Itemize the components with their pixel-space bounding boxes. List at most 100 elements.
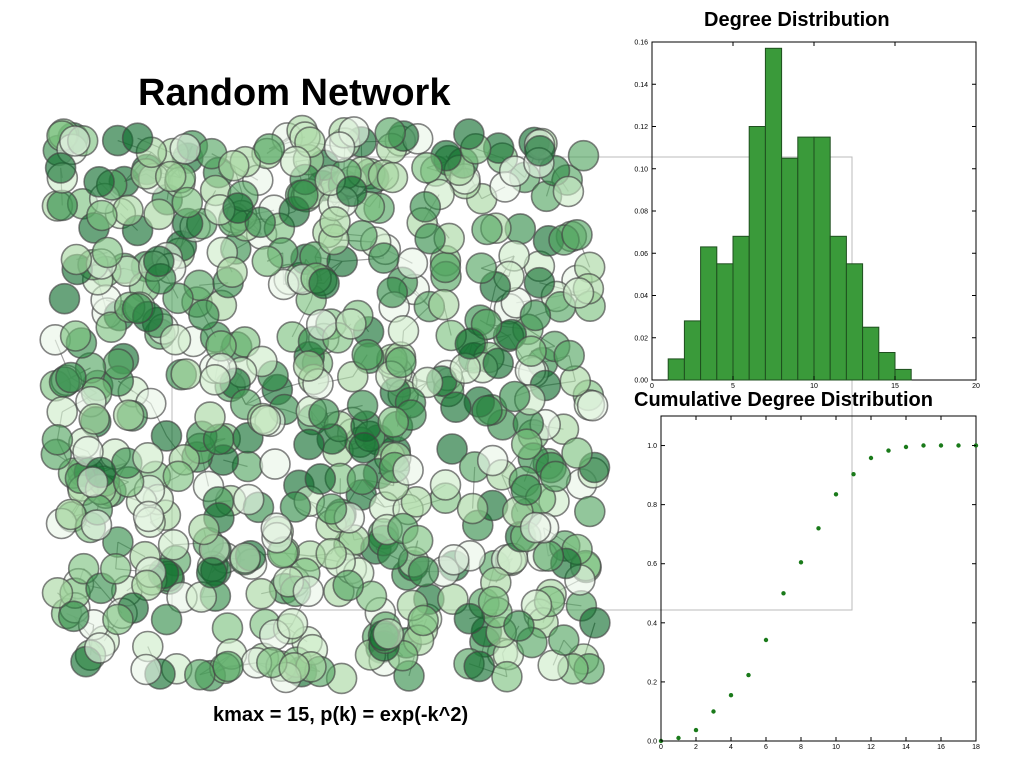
network-node	[171, 186, 204, 219]
network-node	[194, 401, 226, 433]
network-node	[348, 431, 380, 464]
hist-ytick-label: 0.02	[634, 335, 648, 342]
network-node	[401, 524, 434, 557]
hist-xtick-label: 10	[810, 383, 818, 390]
network-node	[453, 118, 485, 150]
network-node	[59, 125, 91, 157]
hist-ytick-label: 0.14	[634, 82, 648, 89]
network-node	[48, 282, 81, 315]
network-node	[308, 398, 340, 431]
network-node	[293, 428, 325, 461]
page-title: Random Network	[138, 72, 451, 114]
network-node	[510, 428, 543, 461]
network-node	[377, 406, 410, 438]
network-node	[515, 335, 547, 368]
cdf-xtick-label: 12	[867, 744, 875, 751]
network-node	[78, 403, 110, 435]
network-node	[319, 206, 351, 238]
network-node	[162, 460, 195, 493]
network-node	[411, 366, 444, 399]
network-node	[41, 423, 74, 456]
cdf-point	[868, 455, 874, 461]
network-node	[567, 139, 600, 172]
cdf-point	[956, 443, 961, 448]
cdf-xtick-label: 4	[729, 744, 733, 751]
cdf-point	[676, 735, 681, 741]
cdf-point	[938, 443, 944, 448]
network-node	[245, 577, 278, 610]
network-node	[60, 243, 93, 276]
network-node	[259, 448, 291, 480]
network-node	[463, 650, 496, 683]
network-node	[132, 500, 165, 533]
network-node	[346, 389, 379, 422]
network-node	[95, 311, 127, 344]
hist-title: Degree Distribution	[704, 9, 890, 31]
hist-ytick-label: 0.08	[634, 209, 648, 216]
network-node	[154, 160, 187, 193]
network-node	[510, 474, 543, 506]
network-node	[335, 308, 367, 340]
network-node	[80, 509, 113, 541]
network-node	[561, 219, 593, 251]
network-node	[44, 152, 77, 184]
network-node	[440, 391, 472, 424]
network-node	[157, 528, 190, 561]
network-node	[279, 145, 312, 178]
network-node	[260, 512, 293, 545]
network-node	[216, 256, 248, 289]
network-node	[547, 624, 580, 656]
network-node	[102, 603, 134, 636]
network-node	[376, 276, 409, 309]
network-node	[498, 380, 531, 413]
network-node	[561, 437, 593, 469]
network-node	[132, 441, 164, 474]
network-node	[121, 292, 154, 325]
cdf-xtick-label: 18	[972, 744, 980, 751]
network-node	[400, 485, 433, 518]
hist-ytick-label: 0.10	[634, 166, 648, 173]
network-node	[519, 299, 552, 332]
network-node	[253, 133, 286, 165]
hist-bar	[894, 368, 912, 381]
hist-xtick-label: 0	[650, 383, 654, 390]
cdf-point	[781, 591, 786, 596]
network-node	[372, 618, 405, 650]
network-node	[195, 556, 228, 589]
network-node	[392, 454, 424, 486]
cdf-point	[798, 560, 804, 565]
network-node	[121, 122, 154, 154]
cdf-xtick-label: 2	[694, 744, 698, 751]
network-node	[244, 206, 277, 239]
network-node	[308, 267, 340, 300]
network-node	[376, 161, 409, 194]
network-node	[553, 339, 586, 372]
network-node	[251, 245, 284, 278]
network-node	[130, 653, 162, 686]
network-node	[335, 175, 368, 208]
network-node	[212, 650, 244, 683]
network-node	[336, 360, 369, 393]
network-node	[332, 569, 365, 602]
network-node	[367, 242, 400, 274]
cdf-point	[886, 448, 891, 453]
network-node	[315, 537, 348, 570]
network-node	[436, 433, 468, 465]
network-node	[199, 363, 231, 396]
network-node	[579, 606, 611, 639]
cdf-point	[763, 637, 769, 643]
network-node	[471, 213, 503, 246]
cdf-xtick-label: 6	[764, 744, 768, 751]
network-node	[477, 585, 510, 618]
network-node	[407, 604, 440, 637]
network-node	[315, 493, 348, 525]
network-node	[169, 133, 201, 165]
network-node	[471, 394, 503, 427]
network-node	[276, 607, 309, 640]
cdf-title: Cumulative Degree Distribution	[634, 389, 933, 411]
network-node	[249, 404, 282, 437]
network-node	[465, 252, 498, 285]
hist-ytick-label: 0.16	[634, 40, 648, 47]
